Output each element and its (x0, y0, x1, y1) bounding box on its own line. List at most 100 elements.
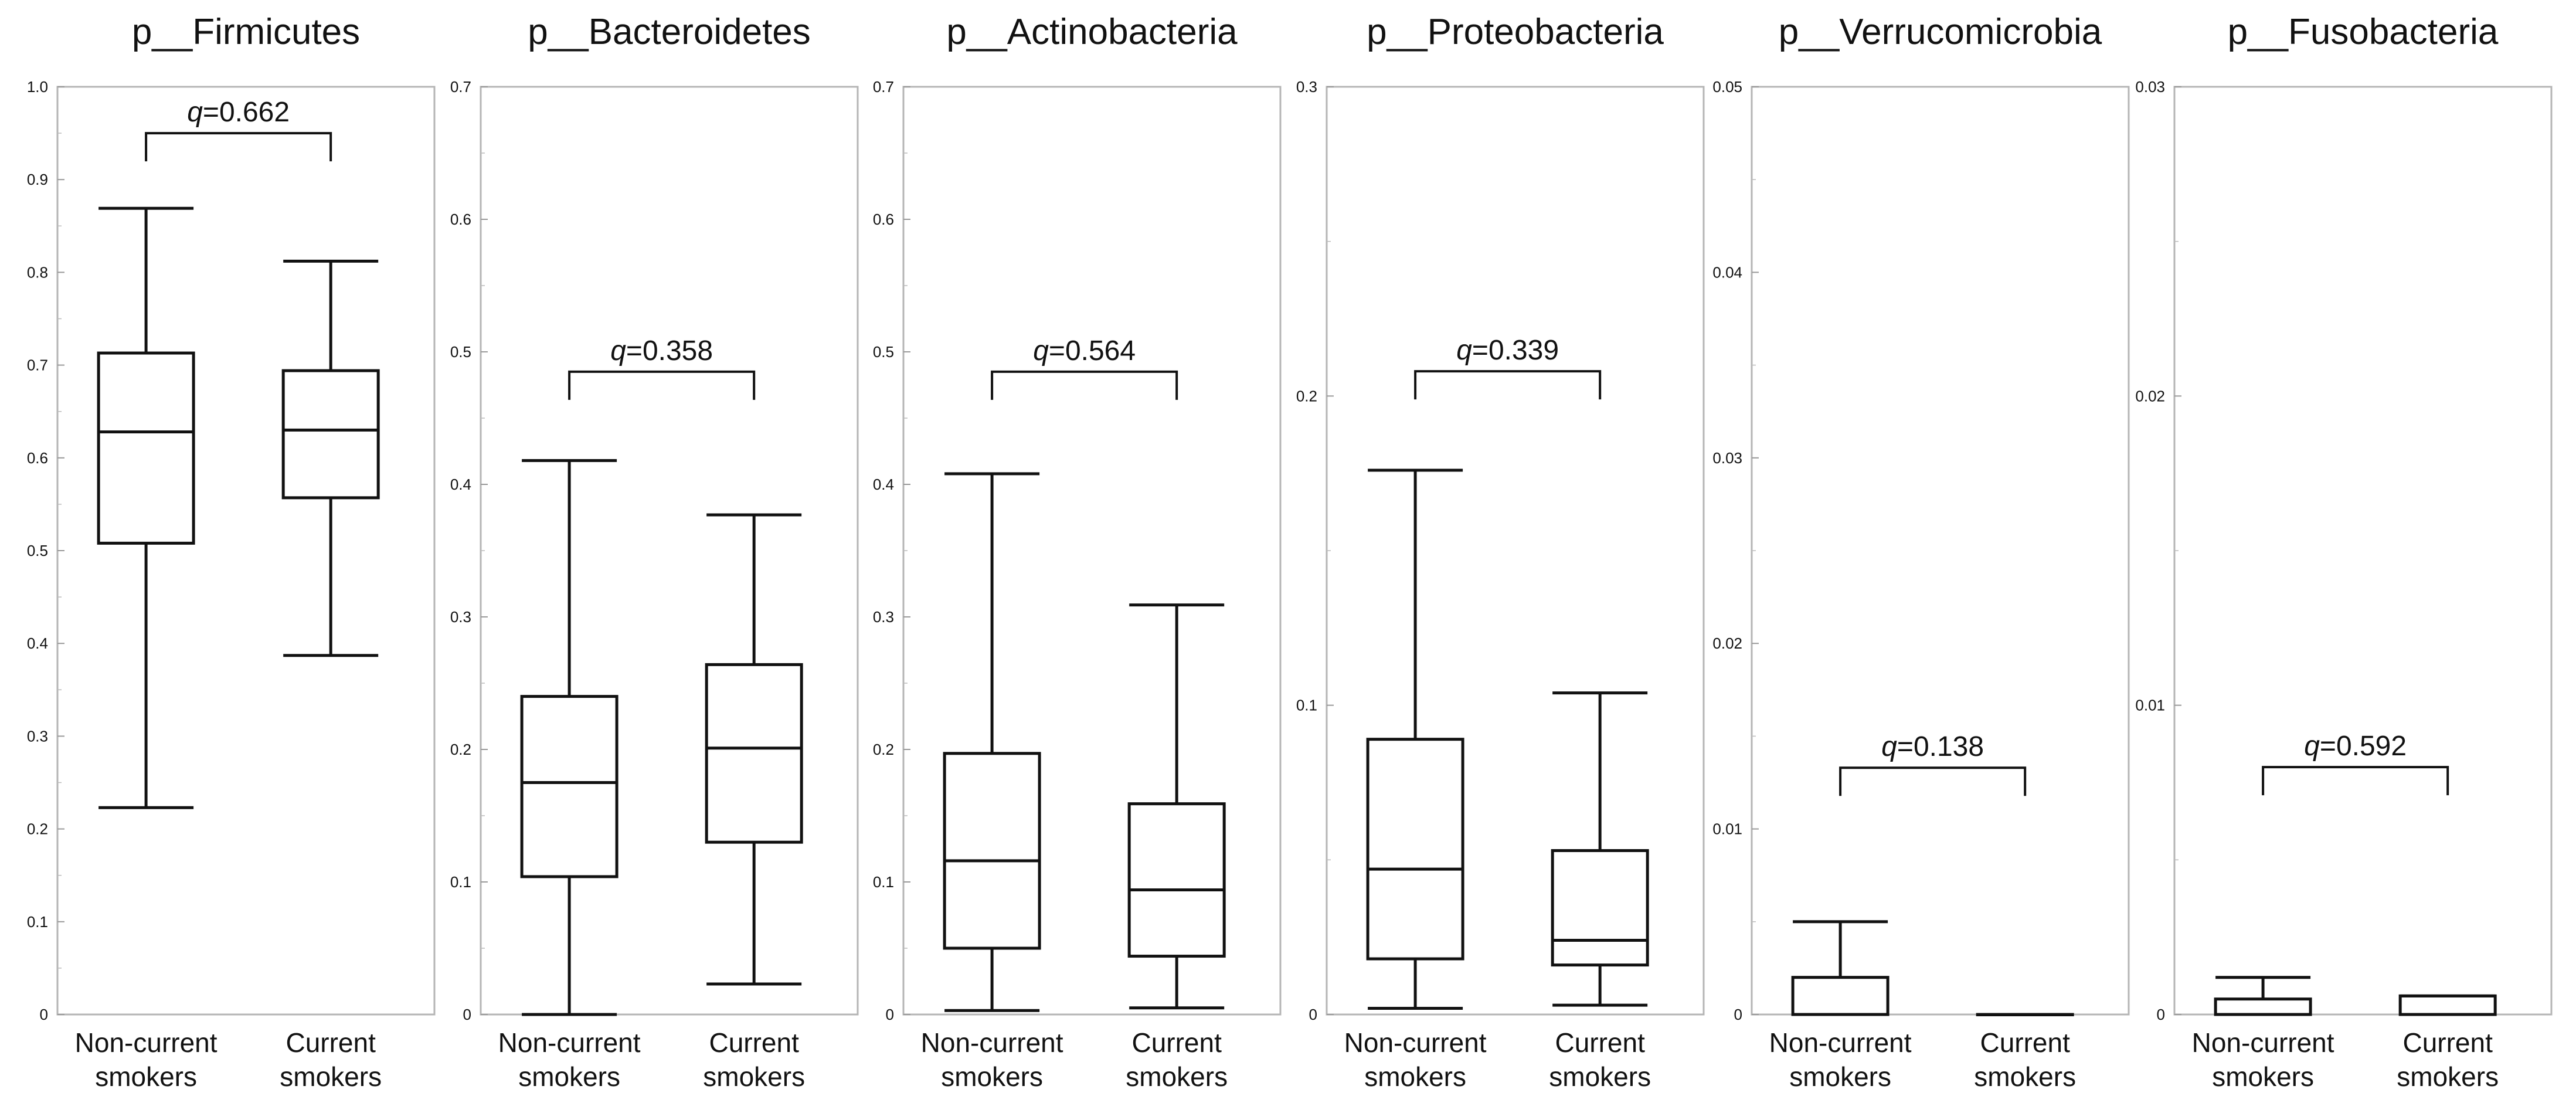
y-tick-label: 0 (886, 1006, 894, 1023)
iqr-box (943, 752, 1041, 950)
y-tick-label: 0.4 (27, 634, 48, 652)
y-tick-label: 0.05 (1712, 78, 1742, 96)
y-tick-label: 0.5 (450, 343, 471, 361)
y-tick-label: 0.01 (1712, 820, 1742, 838)
category-label-line2: smokers (941, 1061, 1043, 1092)
y-tick-label: 0.02 (1712, 634, 1742, 652)
chart-panel-2: p__Bacteroidetes 0 0.1 0.2 0.3 0.4 0.5 0.6 0.7 No… (450, 12, 859, 1092)
chart-panel-4: p__Proteobacteria00.10.20.3Non-currentsm… (1296, 12, 1705, 1092)
category-label-line1: Non-current (921, 1027, 1063, 1058)
y-tick-label: 0.1 (1296, 697, 1317, 714)
iqr-box (1127, 802, 1226, 958)
box-non-current (1366, 469, 1464, 1010)
category-label-line2: smokers (518, 1061, 620, 1092)
box-current (1976, 1013, 2074, 1016)
q-value-label: q=0.339 (1456, 335, 1559, 366)
y-tick-label: 0.3 (450, 608, 471, 626)
category-label-line2: smokers (2397, 1061, 2499, 1092)
category-label-line2: smokers (1126, 1061, 1228, 1092)
q-value: =0.138 (1897, 731, 1984, 762)
category-label-line2: smokers (1364, 1061, 1466, 1092)
y-tick-label: 0 (1734, 1006, 1742, 1023)
category-label-line1: Current (1131, 1027, 1222, 1058)
box-non-current (97, 206, 195, 809)
panel-title: p__Firmicutes (132, 12, 360, 52)
significance-bracket (145, 132, 332, 162)
category-label-line2: smokers (95, 1061, 197, 1092)
y-tick-label: 0.7 (27, 357, 48, 374)
q-value-label: q=0.358 (610, 335, 713, 367)
y-tick-label: 0.01 (2135, 697, 2165, 714)
q-symbol: q (2304, 731, 2320, 762)
plot-frame (2173, 86, 2553, 1016)
category-label-line2: smokers (280, 1061, 382, 1092)
y-tick-label: 0.2 (450, 741, 471, 758)
box-current (1551, 691, 1649, 1007)
y-tick-label: 0.6 (450, 211, 471, 228)
chart-panel-3: p__Actinobacteria 0 0.1 0.2 0.3 0.4 0.5 0.6 0.7 N… (873, 12, 1282, 1092)
panel-title: p__Actinobacteria (946, 12, 1238, 52)
chart-panel-1: p__Firmicutes 0 0.1 0.2 0.3 0.4 0.5 0.6 0.7 0.8 0.… (27, 12, 436, 1092)
q-value: =0.339 (1472, 335, 1559, 366)
y-tick-label: 0 (1309, 1006, 1317, 1023)
category-label-line1: Non-current (2192, 1027, 2334, 1058)
y-tick-label: 0.6 (873, 211, 894, 228)
y-tick-label: 0.6 (27, 449, 48, 467)
q-value-label: q=0.138 (1881, 731, 1984, 762)
q-value: =0.564 (1049, 335, 1136, 367)
q-value: =0.592 (2320, 731, 2407, 762)
significance-bracket (1414, 370, 1602, 400)
plot-frame (56, 86, 436, 1016)
box-current (281, 259, 380, 657)
significance-bracket (2262, 766, 2449, 796)
category-label-line1: Non-current (1769, 1027, 1912, 1058)
iqr-box (2214, 997, 2312, 1016)
q-symbol: q (1881, 731, 1897, 762)
iqr-box (1791, 976, 1889, 1016)
category-label-line1: Non-current (1344, 1027, 1487, 1058)
category-label-line1: Current (286, 1027, 376, 1058)
y-tick-label: 0.4 (873, 476, 894, 493)
q-value-label: q=0.564 (1033, 335, 1136, 367)
q-symbol: q (610, 335, 626, 367)
category-label-line1: Current (2402, 1027, 2493, 1058)
panel-title: p__Proteobacteria (1367, 12, 1664, 52)
y-tick-label: 0.8 (27, 263, 48, 281)
q-value-label: q=0.662 (187, 97, 290, 128)
q-symbol: q (1033, 335, 1049, 367)
q-value: =0.358 (626, 335, 713, 367)
significance-bracket (991, 370, 1178, 400)
y-tick-label: 0.02 (2135, 387, 2165, 405)
iqr-box (1551, 849, 1649, 967)
y-tick-label: 0 (2157, 1006, 2165, 1023)
panel-title: p__Bacteroidetes (528, 12, 811, 52)
category-label-line2: smokers (2212, 1061, 2314, 1092)
q-value-label: q=0.592 (2304, 731, 2407, 762)
panel-title: p__Fusobacteria (2228, 12, 2499, 52)
y-tick-label: 0.1 (873, 873, 894, 891)
y-tick-label: 0 (40, 1006, 48, 1023)
box-current (2398, 994, 2497, 1016)
q-symbol: q (187, 97, 203, 128)
y-tick-label: 0.4 (450, 476, 471, 493)
iqr-box (281, 369, 380, 500)
iqr-box (97, 351, 195, 545)
y-tick-label: 0.5 (27, 542, 48, 559)
q-value: =0.662 (203, 97, 290, 128)
box-non-current (1791, 920, 1889, 1016)
y-tick-label: 0.1 (27, 913, 48, 931)
category-label-line2: smokers (703, 1061, 805, 1092)
category-label-line2: smokers (1549, 1061, 1651, 1092)
category-label-line1: Non-current (75, 1027, 218, 1058)
y-tick-label: 0.7 (450, 78, 471, 96)
box-non-current (943, 472, 1041, 1012)
y-tick-label: 0 (463, 1006, 471, 1023)
category-label-line1: Non-current (498, 1027, 641, 1058)
iqr-box (1366, 738, 1464, 961)
y-tick-label: 0.7 (873, 78, 894, 96)
significance-bracket (1839, 766, 2027, 796)
iqr-box (705, 663, 803, 844)
y-tick-label: 0.2 (1296, 387, 1317, 405)
y-tick-label: 1.0 (27, 78, 48, 96)
